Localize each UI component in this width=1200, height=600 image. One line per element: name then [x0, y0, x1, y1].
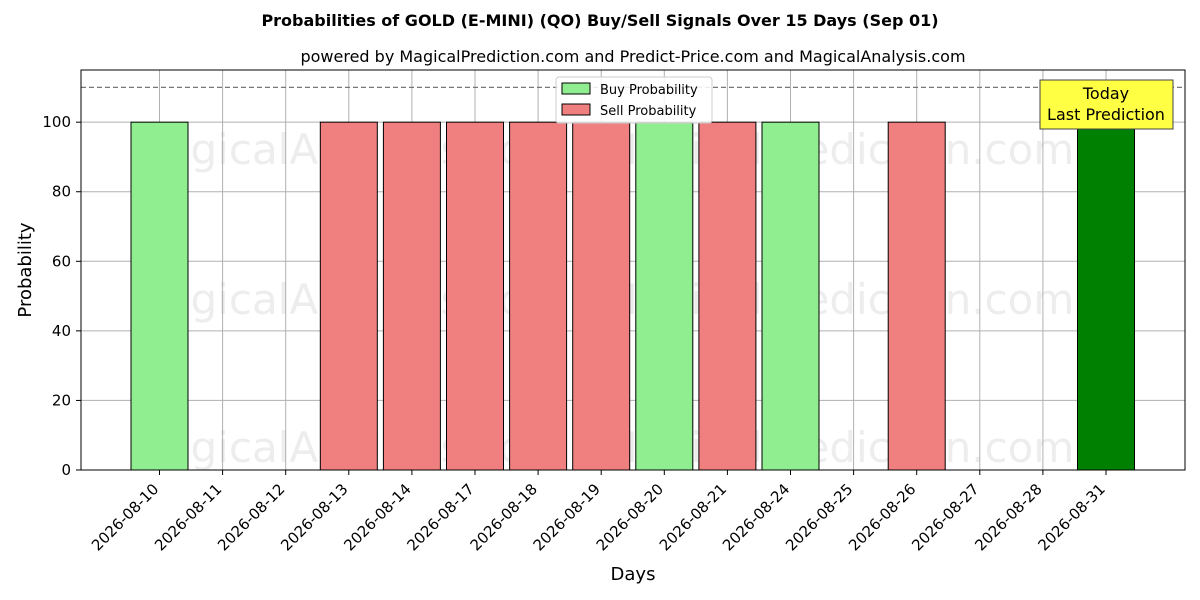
legend-sell-swatch	[561, 103, 591, 116]
x-tick-label: 2026-08-20	[593, 480, 667, 554]
x-tick-label: 2026-08-13	[277, 480, 351, 554]
x-tick-label: 2026-08-25	[782, 480, 856, 554]
chart-subtitle: powered by MagicalPrediction.com and Pre…	[300, 47, 965, 66]
buy-bar	[635, 121, 694, 471]
sell-bar	[887, 121, 946, 471]
x-tick-label: 2026-08-18	[467, 480, 541, 554]
sell-bar	[382, 121, 441, 471]
x-axis-label: Days	[611, 564, 656, 585]
sell-bar	[509, 121, 568, 471]
today-annotation: Today Last Prediction	[1039, 79, 1174, 130]
x-tick-label: 2026-08-28	[971, 480, 1045, 554]
x-tick-label: 2026-08-14	[340, 480, 414, 554]
x-tick-label: 2026-08-11	[151, 480, 225, 554]
x-tick-label: 2026-08-26	[845, 480, 919, 554]
legend: Buy Probability Sell Probability	[555, 76, 713, 124]
y-axis-ticks: 0 20 40 60 80 100	[42, 113, 81, 479]
x-tick-label: 2026-08-21	[656, 480, 730, 554]
sell-bar	[572, 121, 631, 471]
legend-buy-label: Buy Probability	[600, 83, 698, 98]
buy-bar	[130, 121, 189, 471]
today-annotation-box	[1039, 79, 1174, 130]
buy-bar	[761, 121, 820, 471]
sell-bar	[698, 121, 757, 471]
x-tick-label: 2026-08-12	[214, 480, 288, 554]
y-axis-label: Probability	[15, 222, 36, 317]
today-bar	[1077, 121, 1135, 471]
sell-bar	[319, 121, 378, 471]
y-tick-label: 40	[52, 322, 71, 340]
x-axis-ticks: 2026-08-102026-08-112026-08-122026-08-13…	[88, 470, 1109, 554]
y-tick-label: 0	[61, 461, 71, 479]
x-tick-label: 2026-08-31	[1034, 480, 1108, 554]
chart-title: Probabilities of GOLD (E-MINI) (QO) Buy/…	[261, 11, 938, 30]
x-tick-label: 2026-08-17	[403, 480, 477, 554]
legend-box	[555, 76, 713, 124]
y-tick-label: 100	[42, 113, 71, 131]
today-label: Today	[1082, 84, 1129, 103]
y-tick-label: 80	[52, 183, 71, 201]
last-prediction-label: Last Prediction	[1047, 105, 1165, 124]
legend-buy-swatch	[561, 82, 591, 95]
y-tick-label: 20	[52, 391, 71, 409]
bars	[130, 121, 1135, 471]
x-tick-label: 2026-08-24	[719, 480, 793, 554]
x-tick-label: 2026-08-27	[908, 480, 982, 554]
legend-sell-label: Sell Probability	[600, 104, 697, 119]
sell-bar	[446, 121, 504, 471]
x-tick-label: 2026-08-19	[530, 480, 604, 554]
y-tick-label: 60	[52, 252, 71, 270]
plot-frame	[80, 69, 1186, 471]
x-tick-label: 2026-08-10	[88, 480, 162, 554]
